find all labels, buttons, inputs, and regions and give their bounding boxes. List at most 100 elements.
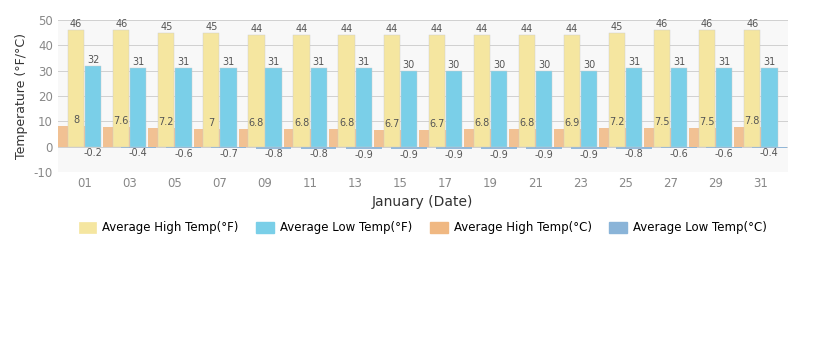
Bar bbox=[113, 30, 129, 147]
Text: 7.5: 7.5 bbox=[654, 117, 670, 127]
Text: -0.7: -0.7 bbox=[219, 149, 238, 159]
Bar bbox=[211, 147, 247, 148]
Bar bbox=[149, 129, 184, 147]
Bar bbox=[339, 35, 354, 147]
Text: 44: 44 bbox=[431, 24, 443, 34]
Text: 30: 30 bbox=[447, 60, 460, 70]
Bar bbox=[159, 33, 174, 147]
Text: 7.8: 7.8 bbox=[745, 116, 760, 126]
Text: 46: 46 bbox=[115, 19, 127, 29]
Bar bbox=[266, 68, 281, 147]
Bar bbox=[130, 68, 146, 147]
Text: -0.6: -0.6 bbox=[670, 149, 689, 159]
Text: 6.9: 6.9 bbox=[564, 118, 579, 128]
Text: -0.9: -0.9 bbox=[399, 150, 418, 160]
Bar bbox=[256, 147, 291, 149]
Bar bbox=[609, 33, 625, 147]
Text: 6.8: 6.8 bbox=[294, 118, 309, 129]
Text: -0.9: -0.9 bbox=[445, 150, 463, 160]
Text: 44: 44 bbox=[566, 24, 578, 34]
Bar bbox=[329, 130, 364, 147]
Text: -0.4: -0.4 bbox=[760, 148, 779, 159]
Text: 7.2: 7.2 bbox=[159, 117, 174, 127]
Bar bbox=[446, 71, 462, 147]
Bar bbox=[175, 68, 192, 147]
Bar bbox=[735, 127, 770, 147]
Bar bbox=[617, 147, 652, 149]
Bar bbox=[401, 71, 417, 147]
Text: -0.2: -0.2 bbox=[84, 148, 103, 158]
Bar bbox=[346, 147, 382, 149]
Bar bbox=[165, 147, 201, 148]
Y-axis label: Temperature (°F/°C): Temperature (°F/°C) bbox=[15, 33, 28, 159]
Text: 30: 30 bbox=[538, 60, 550, 70]
Bar bbox=[104, 127, 139, 147]
Text: 44: 44 bbox=[340, 24, 353, 34]
Bar bbox=[221, 68, 237, 147]
Text: 31: 31 bbox=[358, 57, 370, 67]
Bar bbox=[58, 126, 94, 147]
Text: 32: 32 bbox=[87, 55, 100, 64]
Text: 6.8: 6.8 bbox=[520, 118, 535, 129]
Bar bbox=[481, 147, 517, 149]
X-axis label: January (Date): January (Date) bbox=[372, 195, 473, 210]
Bar bbox=[519, 35, 535, 147]
Text: 31: 31 bbox=[673, 57, 686, 67]
Bar bbox=[491, 71, 507, 147]
Bar bbox=[68, 30, 85, 147]
Bar bbox=[464, 130, 500, 147]
Bar bbox=[706, 147, 742, 148]
Bar bbox=[120, 147, 156, 148]
Bar bbox=[310, 68, 327, 147]
Text: -0.9: -0.9 bbox=[490, 150, 508, 160]
Bar bbox=[626, 68, 642, 147]
Text: 7.6: 7.6 bbox=[114, 117, 129, 126]
Bar bbox=[300, 147, 336, 149]
Bar bbox=[383, 35, 400, 147]
Text: 31: 31 bbox=[764, 57, 775, 67]
Text: 46: 46 bbox=[70, 19, 82, 29]
Bar bbox=[248, 35, 265, 147]
Text: -0.6: -0.6 bbox=[174, 149, 193, 159]
Bar bbox=[428, 35, 445, 147]
Text: 31: 31 bbox=[628, 57, 640, 67]
Text: 7.2: 7.2 bbox=[609, 117, 625, 127]
Bar bbox=[526, 147, 562, 149]
Text: 6.7: 6.7 bbox=[429, 119, 444, 129]
Bar bbox=[662, 147, 697, 148]
Text: 44: 44 bbox=[386, 24, 398, 34]
Text: 46: 46 bbox=[656, 19, 668, 29]
Text: 31: 31 bbox=[222, 57, 235, 67]
Text: 44: 44 bbox=[476, 24, 488, 34]
Bar bbox=[193, 129, 229, 147]
Bar bbox=[581, 71, 598, 147]
Text: 7.5: 7.5 bbox=[700, 117, 715, 127]
Bar bbox=[654, 30, 670, 147]
Text: 45: 45 bbox=[160, 22, 173, 31]
Bar bbox=[751, 147, 787, 148]
Text: -0.9: -0.9 bbox=[579, 150, 598, 160]
Bar bbox=[571, 147, 607, 149]
Bar bbox=[564, 35, 580, 147]
Text: 46: 46 bbox=[746, 19, 759, 29]
Text: 31: 31 bbox=[718, 57, 730, 67]
Text: 6.7: 6.7 bbox=[384, 119, 399, 129]
Text: -0.8: -0.8 bbox=[264, 150, 283, 160]
Bar bbox=[203, 33, 219, 147]
Bar bbox=[745, 30, 760, 147]
Text: -0.9: -0.9 bbox=[535, 150, 554, 160]
Text: -0.8: -0.8 bbox=[625, 150, 643, 160]
Bar bbox=[355, 68, 372, 147]
Bar bbox=[761, 68, 778, 147]
Text: 6.8: 6.8 bbox=[249, 118, 264, 129]
Text: 30: 30 bbox=[403, 60, 415, 70]
Bar bbox=[293, 35, 310, 147]
Text: 45: 45 bbox=[205, 22, 217, 31]
Text: -0.6: -0.6 bbox=[715, 149, 734, 159]
Bar bbox=[419, 130, 455, 147]
Text: 31: 31 bbox=[313, 57, 325, 67]
Text: 31: 31 bbox=[267, 57, 280, 67]
Bar bbox=[554, 129, 590, 147]
Bar bbox=[599, 129, 635, 147]
Bar bbox=[374, 130, 409, 147]
